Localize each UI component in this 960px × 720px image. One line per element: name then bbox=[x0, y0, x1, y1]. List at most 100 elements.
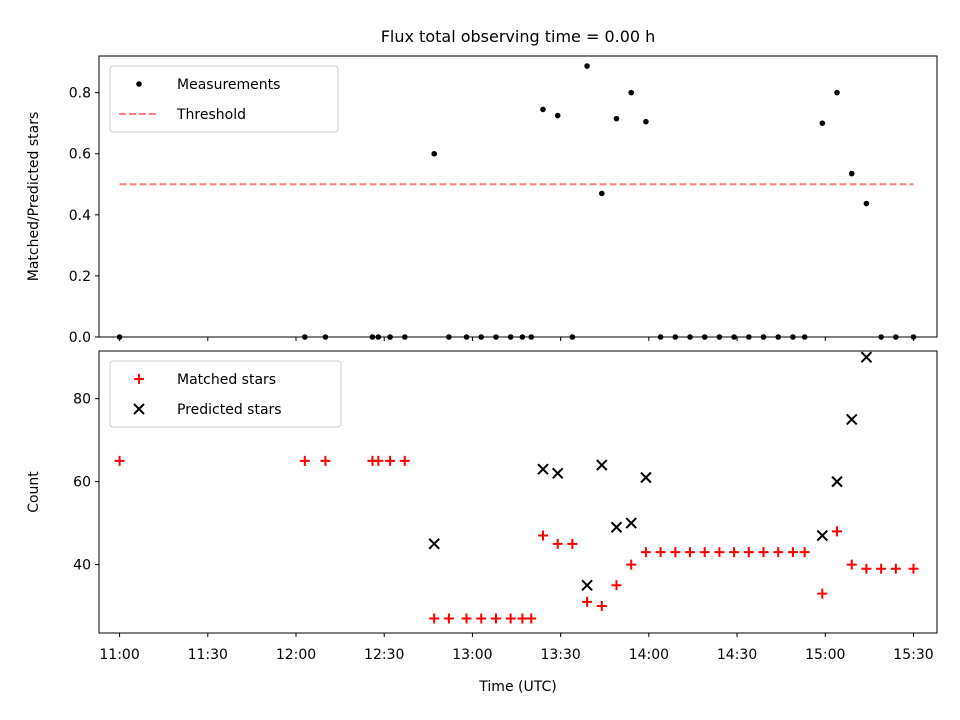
measurement-point bbox=[322, 334, 329, 340]
matched-point bbox=[890, 563, 901, 574]
measurement-point bbox=[116, 334, 123, 340]
y-tick-label: 0.0 bbox=[69, 330, 91, 346]
predicted-point bbox=[846, 413, 858, 426]
measurement-point bbox=[801, 334, 808, 340]
predicted-point bbox=[610, 521, 623, 533]
measurement-point bbox=[848, 170, 855, 177]
matched-point bbox=[461, 613, 472, 624]
measurement-point bbox=[431, 150, 438, 157]
legend: Measurements Threshold bbox=[109, 65, 339, 133]
matched-point bbox=[505, 613, 516, 624]
measurement-point bbox=[643, 118, 649, 125]
axes-frame bbox=[98, 55, 938, 338]
y-tick-label: 60 bbox=[73, 475, 91, 491]
legend-label: Predicted stars bbox=[177, 402, 282, 418]
x-tick-label: 14:30 bbox=[717, 647, 757, 663]
chart-title: Flux total observing time = 0.00 h bbox=[381, 27, 656, 46]
measurement-point bbox=[878, 334, 884, 340]
x-tick-label: 12:00 bbox=[276, 647, 316, 663]
predicted-point bbox=[596, 459, 608, 471]
matched-point bbox=[596, 601, 607, 612]
matched-point bbox=[611, 580, 622, 591]
matched-point bbox=[114, 455, 125, 466]
measurement-point bbox=[446, 334, 452, 340]
matched-point bbox=[640, 547, 651, 558]
matched-point bbox=[846, 559, 857, 570]
measurement-point bbox=[569, 334, 576, 340]
matched-point bbox=[743, 547, 754, 558]
matched-point bbox=[729, 547, 740, 558]
y-axis-label: Count bbox=[26, 471, 42, 513]
legend-box bbox=[109, 65, 339, 133]
measurement-point bbox=[790, 334, 796, 340]
matched-point bbox=[670, 547, 681, 558]
y-tick-label: 0.8 bbox=[69, 86, 91, 102]
legend: Matched stars Predicted stars bbox=[109, 360, 342, 428]
measurement-point bbox=[528, 334, 535, 340]
measurement-point bbox=[375, 334, 382, 340]
matched-point bbox=[655, 547, 666, 558]
measurement-point bbox=[369, 334, 376, 340]
predicted-point bbox=[831, 475, 843, 488]
matched-point bbox=[552, 538, 563, 549]
x-tick-label: 14:00 bbox=[629, 647, 669, 663]
legend-label: Threshold bbox=[176, 107, 246, 123]
x-tick-label: 13:30 bbox=[540, 647, 580, 663]
legend-label: Matched stars bbox=[177, 372, 276, 388]
legend-marker-measurements bbox=[136, 81, 142, 87]
measurement-point bbox=[519, 334, 526, 340]
predicted-point bbox=[625, 517, 637, 529]
matched-point bbox=[832, 526, 843, 537]
measurement-point bbox=[657, 334, 664, 340]
matched-point bbox=[385, 455, 396, 466]
measurement-point bbox=[834, 89, 840, 96]
measurement-point bbox=[775, 334, 782, 340]
matched-point bbox=[908, 563, 919, 574]
matched-point bbox=[429, 613, 440, 624]
measurement-point bbox=[554, 112, 561, 119]
measurement-point bbox=[478, 334, 485, 340]
measurement-point bbox=[599, 190, 605, 197]
predicted-point bbox=[537, 463, 549, 475]
predicted-point bbox=[551, 467, 564, 480]
y-tick-label: 0.2 bbox=[69, 269, 91, 285]
matched-point bbox=[373, 455, 384, 466]
ratio-panel: 0.0 0.2 0.4 0.6 0.8 Matched/Predicted stars Me… bbox=[26, 55, 938, 346]
measurement-point bbox=[463, 334, 470, 340]
predicted-point bbox=[860, 351, 873, 363]
measurement-point bbox=[731, 334, 737, 340]
measurement-point bbox=[672, 334, 679, 340]
matched-point bbox=[817, 588, 828, 599]
legend-box bbox=[109, 360, 342, 428]
y-axis-label: Matched/Predicted stars bbox=[26, 112, 42, 282]
measurement-point bbox=[387, 334, 393, 340]
measurement-point bbox=[628, 89, 635, 96]
measurement-point bbox=[613, 115, 620, 122]
matched-point bbox=[714, 547, 725, 558]
x-tick-label: 11:30 bbox=[188, 647, 228, 663]
matched-point bbox=[861, 563, 872, 574]
matched-point bbox=[787, 547, 798, 558]
x-tick-label: 13:00 bbox=[452, 647, 492, 663]
matched-point bbox=[582, 596, 593, 607]
measurement-point bbox=[584, 63, 590, 69]
matched-point bbox=[399, 455, 410, 466]
legend-label: Measurements bbox=[177, 77, 280, 93]
predicted-point bbox=[640, 471, 652, 484]
axes-frame bbox=[98, 350, 938, 634]
matched-point bbox=[876, 563, 887, 574]
matched-point bbox=[443, 613, 454, 624]
matched-point bbox=[685, 547, 696, 558]
measurement-point bbox=[507, 334, 514, 340]
measurement-point bbox=[760, 334, 767, 340]
y-tick-label: 80 bbox=[73, 392, 91, 408]
measurement-point bbox=[863, 200, 870, 207]
predicted-point bbox=[816, 529, 829, 542]
measurement-point bbox=[910, 334, 917, 340]
matched-point bbox=[526, 613, 537, 624]
matched-point bbox=[320, 455, 331, 466]
measurement-point bbox=[746, 334, 752, 340]
predicted-point bbox=[428, 538, 440, 550]
matched-point bbox=[517, 613, 528, 624]
